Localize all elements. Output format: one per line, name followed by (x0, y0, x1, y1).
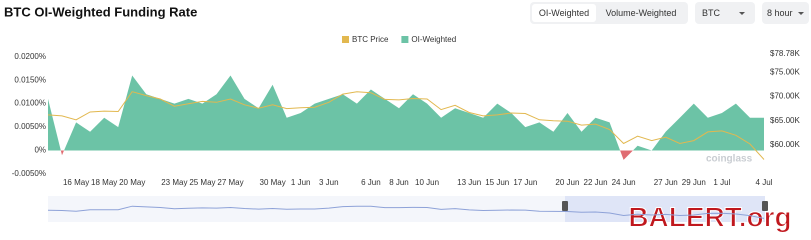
price-line (47, 91, 765, 160)
y2-tick-label: $75.00K (770, 67, 800, 76)
x-tick-label: 20 May (119, 178, 145, 187)
y2-tick-label: $78.78K (770, 49, 800, 58)
navigator-selection (565, 196, 765, 222)
caret (739, 12, 745, 15)
x-tick-label: 6 Jun (361, 178, 381, 187)
x-tick-label: 20 Jun (555, 178, 579, 187)
navigator-handle[interactable] (562, 201, 568, 211)
x-tick-label: 15 Jun (485, 178, 509, 187)
overlay-logo: BALERT.org (628, 201, 791, 232)
legend-label: BTC Price (352, 35, 389, 44)
x-tick-label: 4 Jul (756, 178, 773, 187)
y-tick-label: 0% (34, 146, 46, 155)
watermark: coinglass (706, 154, 753, 165)
x-tick-label: 30 May (260, 178, 286, 187)
x-tick-label: 29 Jun (682, 178, 706, 187)
interval-select[interactable] (762, 2, 809, 24)
x-tick-label: 8 Jun (389, 178, 409, 187)
x-tick-label: 10 Jun (415, 178, 439, 187)
x-tick-label: 1 Jul (713, 178, 730, 187)
navigator-handle[interactable] (762, 201, 768, 211)
x-tick-label: 25 May (189, 178, 215, 187)
x-tick-label: 27 May (217, 178, 243, 187)
legend-swatch (401, 36, 409, 43)
symbol[interactable]: BTC (702, 8, 721, 18)
page-title: BTC OI-Weighted Funding Rate (4, 4, 197, 19)
funding-area (48, 75, 764, 151)
navigator-line (47, 205, 765, 219)
y-tick-label: 0.0050% (14, 122, 46, 131)
x-tick-label: 17 Jun (513, 178, 537, 187)
tab[interactable]: OI-Weighted (539, 8, 589, 18)
page: BTC OI-Weighted Funding Rate OI-Weighted… (4, 2, 809, 233)
x-tick-label: 23 May (161, 178, 187, 187)
y-tick-label: 0.0200% (14, 52, 46, 61)
tab-active[interactable] (532, 4, 596, 22)
legend-swatch (342, 36, 349, 43)
caret (798, 12, 804, 15)
x-tick-label: 1 Jun (291, 178, 311, 187)
y-tick-label: 0.0100% (14, 99, 46, 108)
y-tick-label: 0.0150% (14, 75, 46, 84)
x-tick-label: 13 Jun (457, 178, 481, 187)
y2-tick-label: $65.00K (770, 116, 800, 125)
x-tick-label: 18 May (91, 178, 117, 187)
legend-label: OI-Weighted (411, 35, 456, 44)
interval[interactable]: 8 hour (767, 8, 793, 18)
x-tick-label: 3 Jun (319, 178, 339, 187)
x-tick-label: 16 May (63, 178, 89, 187)
symbol-select[interactable] (695, 2, 755, 24)
x-tick-label: 24 Jun (612, 178, 636, 187)
y2-tick-label: $70.00K (770, 92, 800, 101)
x-tick-label: 22 Jun (584, 178, 608, 187)
y2-tick-label: $60.00K (770, 140, 800, 149)
y-tick-label: -0.0050% (12, 169, 46, 178)
x-tick-label: 27 Jun (654, 178, 678, 187)
tab[interactable]: Volume-Weighted (606, 8, 677, 18)
